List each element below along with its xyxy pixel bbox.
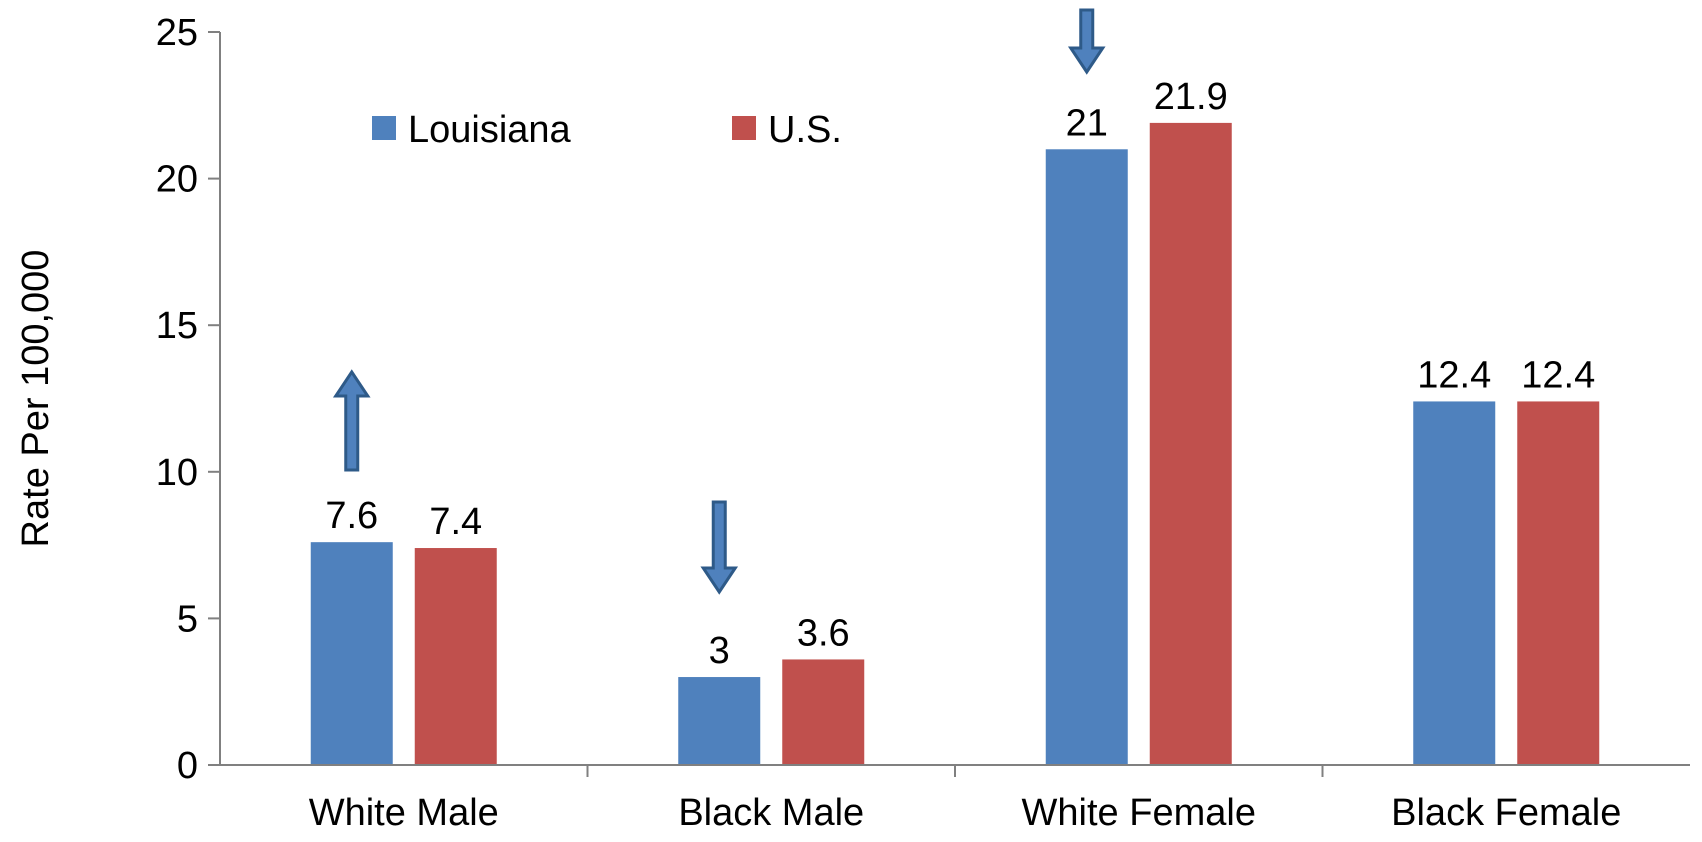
x-category-label: White Female <box>1022 792 1256 834</box>
y-tick-label: 15 <box>156 305 198 347</box>
x-axis: White Male Black Male White Female Black Fe… <box>220 764 1690 834</box>
bar <box>782 659 865 765</box>
y-axis: 0 5 10 15 20 25 <box>156 12 221 787</box>
data-label: 12.4 <box>1417 354 1491 396</box>
arrow-down-icon <box>1067 8 1106 75</box>
data-label: 3.6 <box>797 612 850 654</box>
x-category-label: White Male <box>309 792 499 834</box>
data-label: 12.4 <box>1521 354 1595 396</box>
bars: 7.6 7.4 3 3.6 21 21.9 12.4 12.4 <box>310 76 1600 766</box>
arrow-down-icon <box>700 500 739 595</box>
bar <box>1413 401 1496 765</box>
y-axis-title: Rate Per 100,000 <box>15 250 57 548</box>
annotation-arrows <box>332 8 1106 595</box>
y-tick-label: 10 <box>156 452 198 494</box>
x-category-label: Black Female <box>1391 792 1621 834</box>
bar <box>1149 122 1232 766</box>
legend-label: Louisiana <box>408 109 572 151</box>
arrow-up-icon <box>332 369 371 472</box>
data-label: 3 <box>709 630 730 672</box>
data-label: 7.4 <box>429 501 482 543</box>
y-tick-label: 5 <box>177 598 198 640</box>
legend: Louisiana U.S. <box>372 109 842 151</box>
bar <box>310 542 393 765</box>
bar <box>1045 149 1128 765</box>
data-label: 7.6 <box>325 495 378 537</box>
legend-swatch <box>732 116 756 140</box>
bar <box>1517 401 1600 765</box>
legend-label: U.S. <box>768 109 842 151</box>
data-label: 21.9 <box>1154 76 1228 118</box>
x-category-label: Black Male <box>678 792 864 834</box>
y-tick-label: 20 <box>156 159 198 201</box>
bar <box>414 548 497 765</box>
data-label: 21 <box>1066 102 1108 144</box>
y-tick-label: 0 <box>177 745 198 787</box>
y-tick-label: 25 <box>156 12 198 54</box>
legend-swatch <box>372 116 396 140</box>
bar <box>678 677 761 765</box>
